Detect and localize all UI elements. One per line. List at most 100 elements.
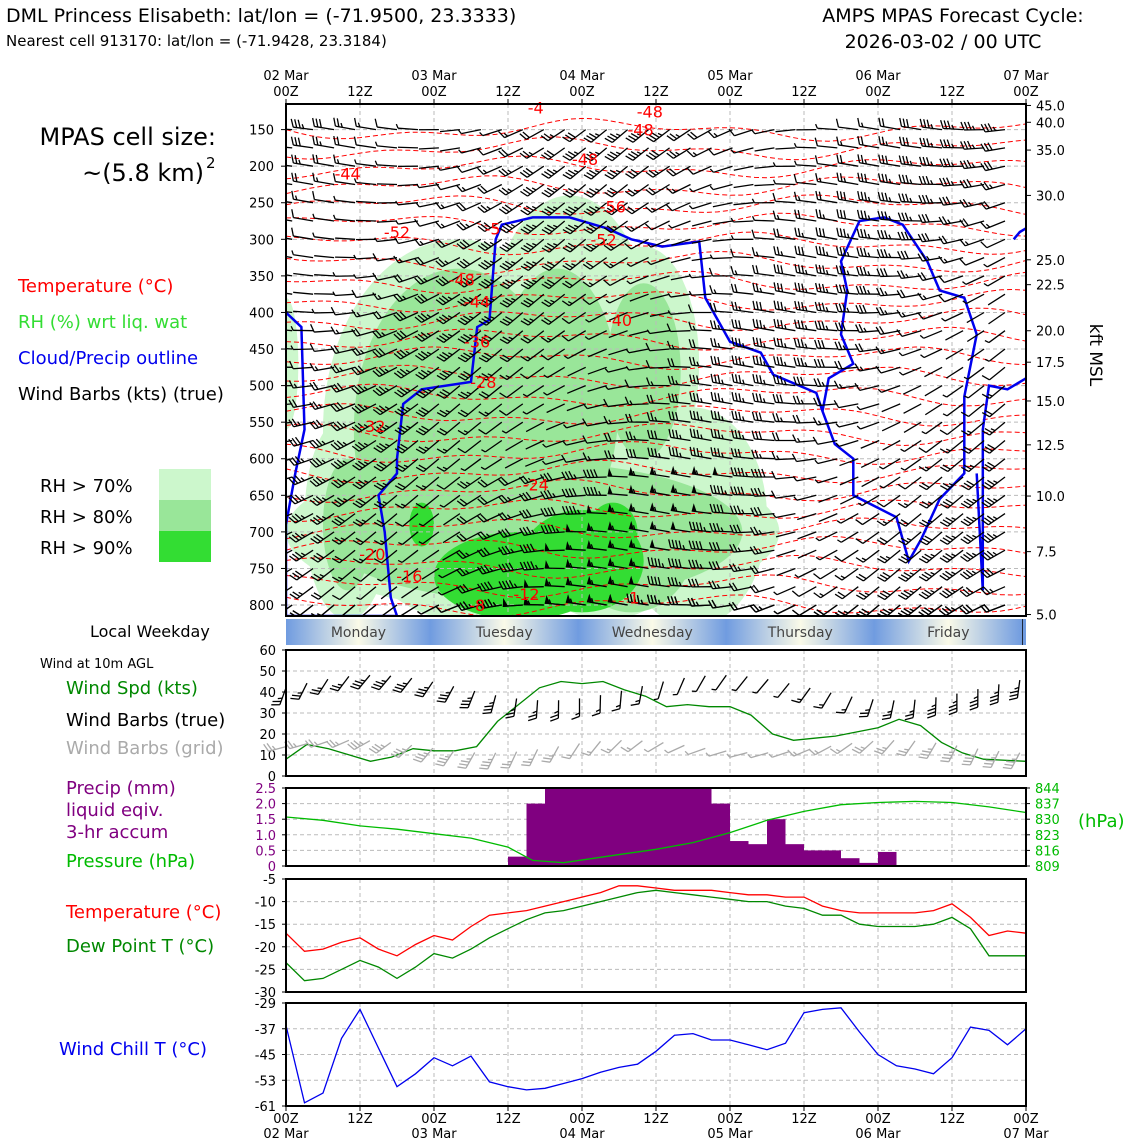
surface-wind-barb-grid <box>664 744 685 754</box>
wind-barb <box>540 348 566 361</box>
wind-barb <box>981 494 1006 508</box>
precip-bar <box>841 858 860 866</box>
surface-wind-barb-grid <box>580 740 602 756</box>
wind-barb <box>710 428 733 442</box>
wind-barb <box>645 147 670 161</box>
wind-barb <box>310 549 335 563</box>
wind-barb <box>286 235 293 240</box>
wind-barb <box>791 586 817 597</box>
wind-barb <box>898 549 922 564</box>
wind-barb <box>668 428 691 442</box>
wind-barb <box>670 256 691 264</box>
wind-barb <box>835 303 859 314</box>
wind-barb <box>730 486 754 496</box>
wind-panel-title: Wind at 10m AGL <box>40 657 154 672</box>
wind-barb <box>751 128 775 135</box>
wind-barb <box>286 531 293 542</box>
wind-barb <box>335 237 356 240</box>
wind-barb <box>586 504 607 515</box>
cell-size-exponent: 2 <box>206 154 216 172</box>
wind-barb <box>981 513 1006 526</box>
wind-barb <box>814 320 838 332</box>
hour-tick-label: 00Z <box>717 1112 743 1127</box>
wind-barb <box>752 300 775 314</box>
wind-barb <box>289 567 314 581</box>
wind-barb <box>646 377 670 387</box>
wind-barb <box>959 567 985 580</box>
wind-barb <box>372 330 398 339</box>
wind-barb <box>457 403 482 418</box>
surface-wind-barb-grid <box>521 749 539 767</box>
wind-barb <box>583 165 608 180</box>
wind-barb <box>919 137 943 149</box>
y-tick-label: -5 <box>263 873 276 888</box>
legend-cloud: Cloud/Precip outline <box>18 348 198 369</box>
wind-barb <box>372 403 398 416</box>
wind-barb <box>628 575 649 588</box>
hour-tick-label: 00Z <box>717 85 743 100</box>
wind-barb <box>457 385 482 400</box>
wind-barb <box>919 531 943 546</box>
wind-barb <box>523 579 544 588</box>
wind-barb <box>353 136 377 149</box>
wind-barb <box>457 476 482 489</box>
wind-barb <box>966 330 985 343</box>
wind-barb <box>540 489 565 500</box>
surface-wind-barb-true <box>969 689 979 711</box>
wind-barb <box>898 174 922 186</box>
wind-barb <box>310 586 335 600</box>
wind-barb <box>582 435 607 444</box>
wind-barb <box>394 385 419 398</box>
surface-wind-barb-grid <box>457 752 476 769</box>
wind-barb <box>666 147 691 159</box>
wind-barb <box>414 330 440 342</box>
wind-barb <box>293 310 314 314</box>
wind-barb <box>583 129 608 143</box>
temperature-panel: -30 -25 -20 -15 -10 -5 <box>255 873 1027 1001</box>
date-tick-label: 04 Mar <box>559 69 605 84</box>
wind-barb <box>797 512 817 521</box>
weekday-cell <box>429 619 579 645</box>
surface-wind-barb-grid <box>479 752 497 770</box>
pressure-tick-label: 650 <box>249 489 274 504</box>
surface-wind-barb-grid <box>768 750 790 758</box>
wind-barb <box>603 257 628 269</box>
wind-barb <box>918 458 943 472</box>
wind-barb <box>691 238 712 244</box>
wind-barb <box>286 290 293 295</box>
wind-barb <box>794 263 817 277</box>
wind-barb <box>775 531 796 538</box>
wind-barb <box>539 472 565 483</box>
wind-barb <box>987 293 1006 306</box>
surface-wind-barb-true <box>630 685 644 706</box>
surface-wind-barb-grid <box>873 739 895 755</box>
surface-wind-barb-grid <box>435 750 455 767</box>
wind-barb <box>668 411 691 423</box>
temperature-contour <box>286 250 1026 275</box>
wind-barb <box>980 549 1006 561</box>
wind-barb <box>498 494 524 504</box>
wind-barb <box>477 513 503 523</box>
wind-barb <box>959 159 985 170</box>
wind-barb <box>608 348 628 356</box>
wind-barb <box>498 403 524 416</box>
wind-barb <box>794 567 817 578</box>
wind-barb <box>731 373 754 387</box>
surface-wind-barb-grid <box>541 746 560 763</box>
wind-barb <box>856 228 880 240</box>
pressure-tick-label: 750 <box>249 562 274 577</box>
wind-barb <box>666 129 691 142</box>
wind-barb <box>879 476 901 489</box>
wind-barb <box>813 397 838 407</box>
wind-barbs-true-legend: Wind Barbs (true) <box>66 710 225 731</box>
wind-barb <box>476 547 503 558</box>
wind-barb <box>903 421 922 433</box>
surface-wind-barb-grid <box>304 739 329 748</box>
wind-barb <box>708 561 733 571</box>
wind-barb <box>498 579 523 590</box>
y-tick-label: 0 <box>268 770 276 785</box>
height-tick-label: 20.0 <box>1036 325 1065 340</box>
wind-barb <box>290 136 314 149</box>
wind-barb <box>645 183 670 196</box>
wind-barb <box>924 403 943 416</box>
